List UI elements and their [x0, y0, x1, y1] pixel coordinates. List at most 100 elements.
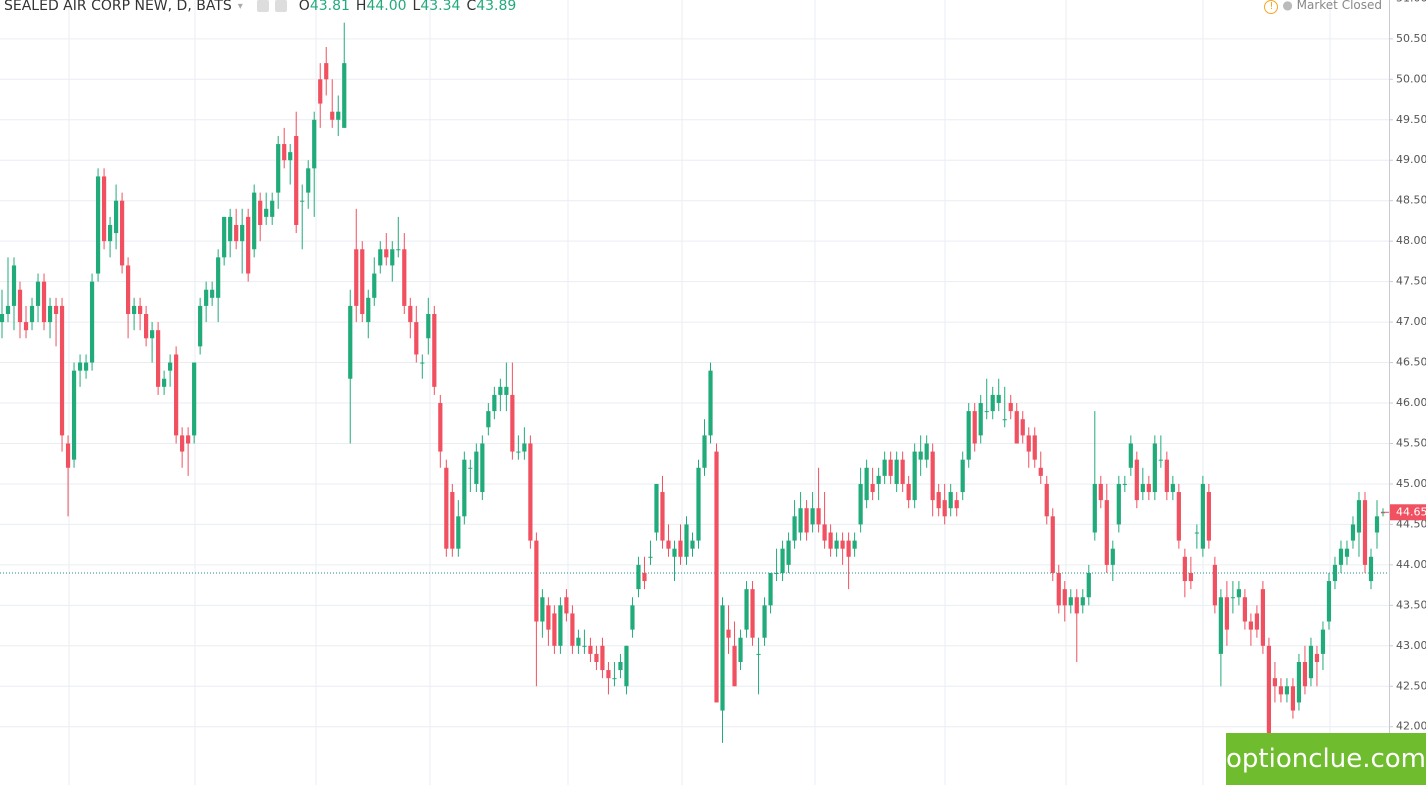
candle-body	[582, 645, 587, 647]
y-tick-label: 44.00	[1396, 558, 1426, 571]
candle-body	[107, 224, 113, 242]
candle-body	[510, 394, 515, 452]
candle-body	[1014, 411, 1019, 444]
candle-body	[1290, 686, 1296, 711]
candle-body	[95, 176, 101, 274]
candle-body	[1218, 597, 1223, 654]
candle-body	[720, 605, 725, 711]
candle-body	[744, 589, 749, 630]
readout-value: 43.34	[420, 0, 461, 14]
watermark-text: optionclue.com	[1226, 744, 1426, 774]
candle-body	[17, 289, 23, 323]
candle-body	[558, 605, 563, 646]
candle-body	[1356, 500, 1362, 533]
candle-body	[0, 314, 5, 323]
candle-body	[1350, 524, 1356, 541]
candle-body	[1302, 661, 1308, 687]
candle-body	[312, 119, 317, 169]
candle-body	[654, 483, 659, 533]
candle-body	[119, 200, 125, 266]
candle-body	[258, 200, 263, 225]
candle-body	[1338, 548, 1344, 565]
market-status: ! ● Market Closed	[1264, 0, 1382, 14]
candle-body	[480, 443, 485, 493]
candle-body	[468, 467, 473, 469]
candle-body	[29, 305, 35, 323]
candle-body	[59, 305, 65, 436]
candle-body	[942, 500, 947, 517]
candle-body	[1134, 459, 1139, 501]
candle-body	[1236, 589, 1241, 598]
visibility-icon[interactable]	[256, 0, 269, 12]
candle-body	[462, 459, 467, 517]
candle-body	[1008, 403, 1013, 412]
candle-body	[798, 508, 803, 533]
candle-body	[216, 257, 221, 298]
y-tick-label: 45.50	[1396, 436, 1426, 449]
candle-body	[678, 540, 683, 557]
candle-body	[1176, 492, 1181, 541]
y-tick-label: 45.00	[1396, 477, 1426, 490]
candle-body	[1344, 548, 1350, 557]
candle-body	[246, 216, 251, 274]
candle-body	[1320, 629, 1326, 654]
candle-body	[1200, 483, 1205, 549]
symbol-title: SEALED AIR CORP NEW, D, BATS	[4, 0, 232, 14]
candle-body	[144, 314, 149, 339]
candle-body	[1308, 645, 1314, 679]
candle-body	[366, 297, 371, 323]
y-tick-label: 46.00	[1396, 396, 1426, 409]
candle-body	[870, 483, 875, 493]
candle-body	[954, 500, 959, 509]
candle-body	[1128, 443, 1133, 468]
ohlc-readout: O43.81 H44.00 L43.34 C43.89	[293, 0, 517, 14]
candle-body	[570, 613, 575, 646]
candle-body	[396, 249, 401, 251]
candle-body	[1020, 419, 1025, 436]
candle-body	[666, 540, 671, 549]
candle-body	[1182, 556, 1187, 582]
candle-body	[624, 645, 629, 687]
candle-body	[516, 451, 521, 453]
y-tick-label: 47.50	[1396, 275, 1426, 288]
candle-body	[1116, 483, 1121, 525]
candle-body	[792, 516, 797, 541]
candle-body	[1362, 500, 1368, 565]
candle-body	[234, 224, 239, 242]
candle-body	[708, 370, 713, 436]
candle-body	[948, 492, 953, 509]
candle-body	[1332, 564, 1338, 582]
candle-body	[486, 411, 491, 428]
candle-body	[113, 200, 119, 234]
candle-body	[1224, 597, 1229, 630]
y-tick-label: 48.50	[1396, 194, 1426, 207]
y-tick-label: 43.50	[1396, 598, 1426, 611]
candle-body	[1146, 483, 1151, 493]
candle-body	[1056, 572, 1061, 606]
candle-body	[564, 597, 569, 614]
candle-body	[978, 403, 983, 436]
dropdown-caret[interactable]: ▾	[237, 0, 243, 12]
y-tick-label: 49.00	[1396, 153, 1426, 166]
candle-body	[702, 435, 707, 468]
candle-body	[1230, 597, 1235, 599]
candle-body	[846, 540, 851, 557]
candle-body	[131, 305, 137, 314]
y-tick-label: 51.00	[1396, 0, 1426, 4]
status-text: Market Closed	[1296, 0, 1382, 12]
candle-body	[360, 249, 365, 314]
settings-icon[interactable]	[274, 0, 287, 12]
candle-body	[894, 459, 899, 484]
candle-body	[660, 492, 665, 541]
candle-body	[420, 362, 425, 364]
candle-body	[438, 403, 443, 452]
candle-body	[810, 508, 815, 525]
candle-body	[222, 216, 227, 258]
candle-body	[906, 483, 911, 501]
candle-body	[750, 589, 755, 638]
candle-body	[858, 483, 863, 525]
candle-body	[384, 249, 389, 258]
candle-body	[774, 572, 779, 574]
